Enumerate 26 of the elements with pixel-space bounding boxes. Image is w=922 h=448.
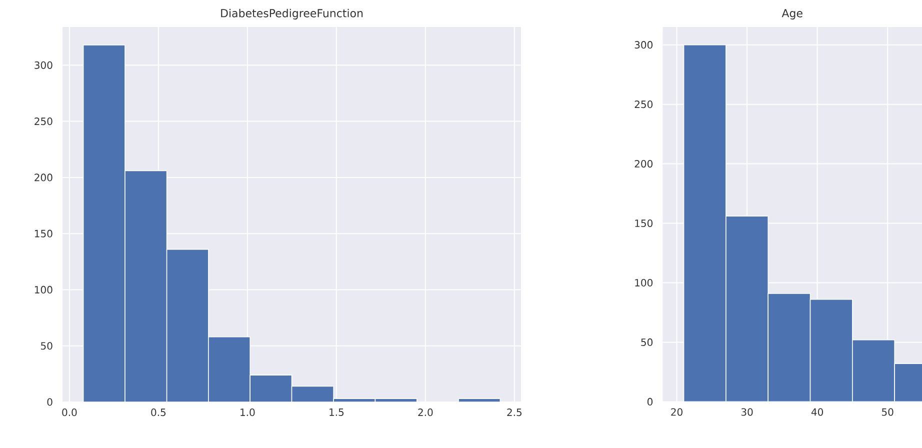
x-tick-label: 50 [882, 408, 894, 416]
y-tick-label: 300 [634, 41, 653, 49]
chart-title: DiabetesPedigreeFunction [221, 8, 363, 20]
y-tick-label: 100 [635, 278, 653, 287]
x-tick-label: 40 [811, 408, 824, 416]
x-tick-label: 30 [741, 408, 753, 416]
y-tick-label: 150 [635, 219, 653, 228]
chart-title: Age [782, 9, 802, 20]
x-tick-label: 1.0 [240, 408, 255, 416]
x-tick-label: 2.5 [507, 408, 522, 416]
y-tick-label: 0 [47, 398, 52, 406]
x-tick-label: 0.5 [151, 408, 166, 416]
y-tick-label: 200 [634, 160, 653, 168]
y-tick-label: 300 [34, 61, 52, 69]
y-tick-label: 0 [647, 398, 653, 406]
y-tick-label: 50 [41, 342, 52, 350]
x-tick-label: 1.5 [330, 408, 344, 416]
y-tick-label: 50 [641, 338, 653, 346]
x-tick-label: 2.0 [418, 408, 433, 416]
y-tick-label: 250 [34, 118, 52, 126]
y-tick-label: 150 [34, 230, 52, 238]
x-tick-label: 20 [671, 408, 682, 416]
y-tick-label: 200 [34, 174, 52, 182]
y-tick-label: 250 [634, 100, 653, 108]
x-tick-label: 0.0 [62, 408, 77, 416]
y-tick-label: 100 [34, 286, 52, 294]
